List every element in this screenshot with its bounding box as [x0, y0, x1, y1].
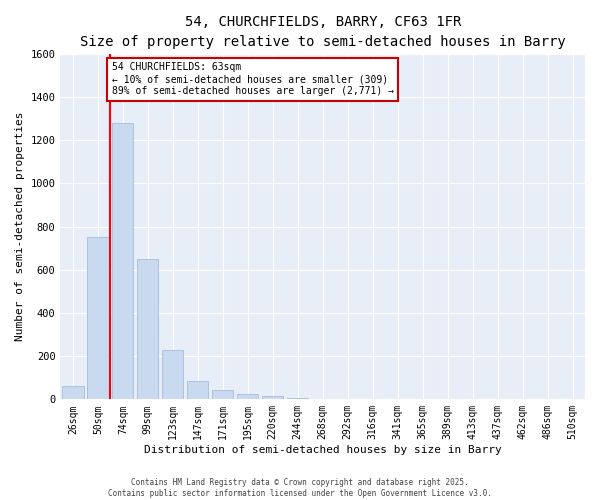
- Bar: [262, 396, 283, 400]
- Bar: [187, 381, 208, 400]
- Bar: [212, 390, 233, 400]
- Bar: [62, 386, 83, 400]
- Bar: [237, 394, 259, 400]
- Bar: [112, 123, 133, 400]
- Bar: [137, 259, 158, 400]
- Bar: [87, 238, 109, 400]
- Text: Contains HM Land Registry data © Crown copyright and database right 2025.
Contai: Contains HM Land Registry data © Crown c…: [108, 478, 492, 498]
- Bar: [312, 398, 334, 400]
- Bar: [162, 350, 184, 400]
- Y-axis label: Number of semi-detached properties: Number of semi-detached properties: [15, 112, 25, 342]
- X-axis label: Distribution of semi-detached houses by size in Barry: Distribution of semi-detached houses by …: [144, 445, 502, 455]
- Title: 54, CHURCHFIELDS, BARRY, CF63 1FR
Size of property relative to semi-detached hou: 54, CHURCHFIELDS, BARRY, CF63 1FR Size o…: [80, 15, 566, 48]
- Text: 54 CHURCHFIELDS: 63sqm
← 10% of semi-detached houses are smaller (309)
89% of se: 54 CHURCHFIELDS: 63sqm ← 10% of semi-det…: [112, 62, 394, 96]
- Bar: [287, 398, 308, 400]
